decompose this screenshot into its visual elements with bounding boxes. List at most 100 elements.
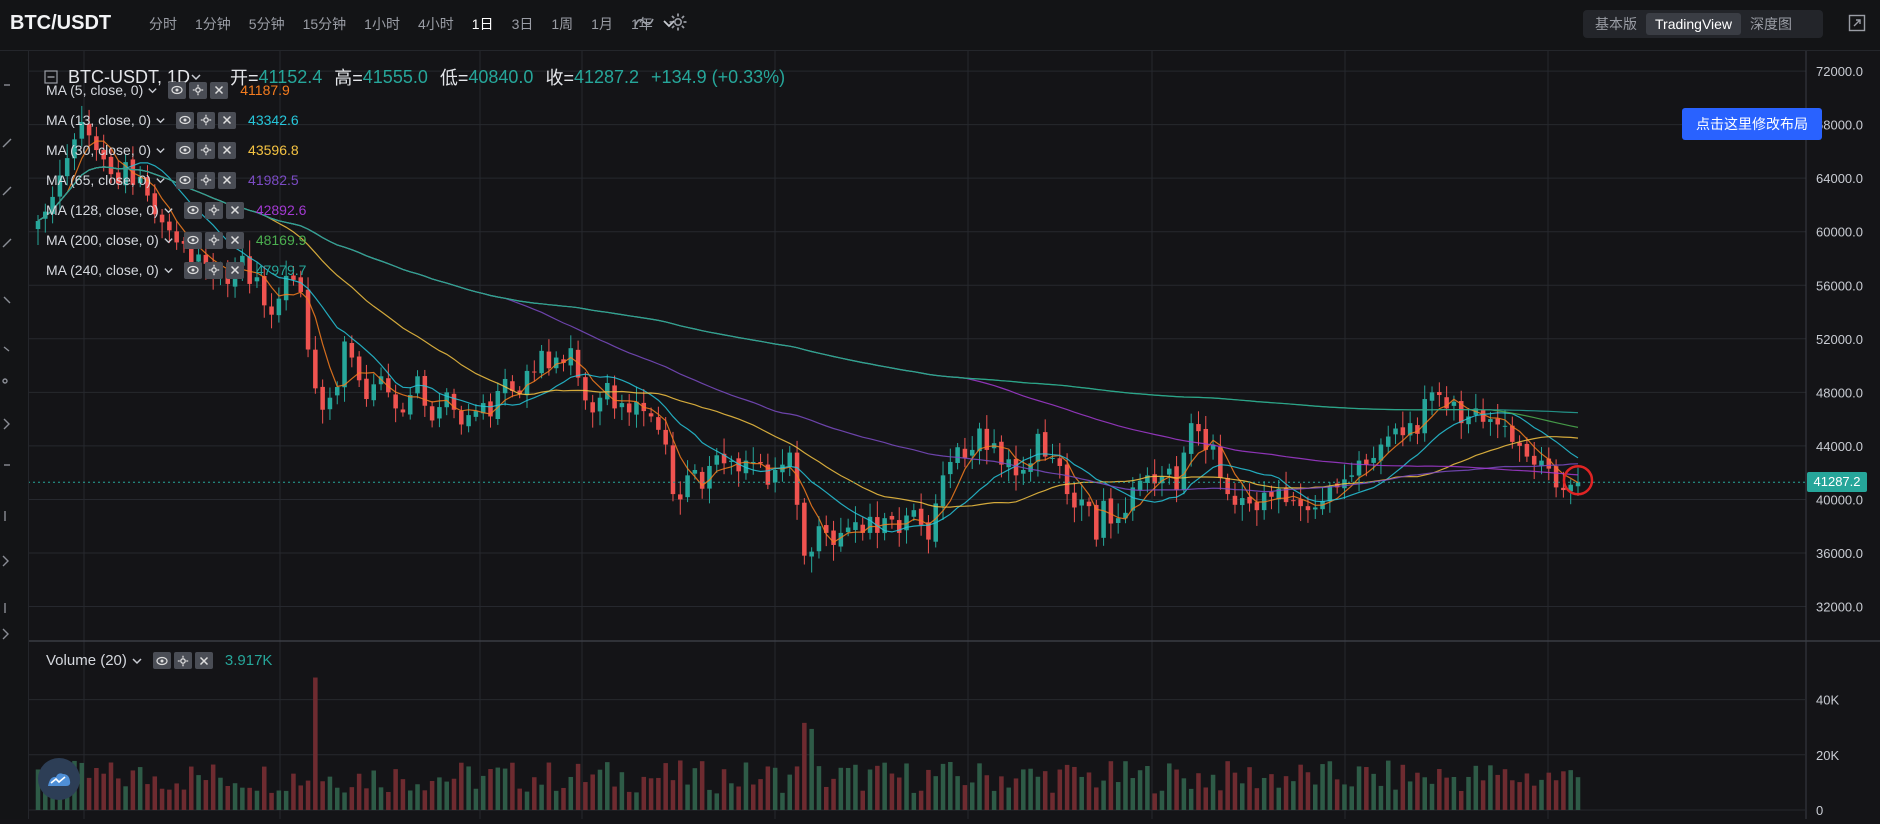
ma-label[interactable]: MA (13, close, 0): [46, 112, 152, 128]
wave-icon[interactable]: [634, 12, 654, 37]
volume-bar: [999, 776, 1004, 810]
volume-bar: [816, 766, 822, 810]
tradingview-logo[interactable]: [38, 758, 80, 800]
volume-bar: [1495, 774, 1500, 810]
chevron-down-icon[interactable]: [155, 175, 166, 186]
volume-bar: [539, 784, 544, 810]
volume-bar: [524, 791, 530, 810]
volume-bar: [962, 785, 968, 810]
pair-interval-label[interactable]: BTC-USDT, 1D: [68, 66, 191, 87]
volume-bar: [43, 783, 48, 810]
candle-body: [969, 449, 975, 456]
interval-tab[interactable]: 1月: [591, 16, 613, 32]
candle-body: [758, 462, 763, 464]
interval-tab[interactable]: 1周: [551, 16, 574, 32]
ma-legend-row[interactable]: MA (128, close, 0) 42892.6: [46, 199, 306, 221]
eye-icon[interactable]: [183, 231, 202, 249]
eye-icon[interactable]: [176, 171, 195, 189]
volume-bar: [386, 791, 391, 810]
close-icon[interactable]: [218, 111, 237, 129]
gear-icon[interactable]: [197, 171, 216, 189]
candle-body: [656, 417, 661, 430]
interval-tab[interactable]: 3日: [511, 16, 534, 32]
gear-icon[interactable]: [204, 201, 223, 219]
candle-body: [1028, 463, 1033, 472]
chevron-down-icon[interactable]: [155, 115, 166, 126]
interval-tab[interactable]: 1日: [471, 16, 494, 32]
candle-body: [510, 381, 515, 392]
view-tab-basic[interactable]: 基本版: [1595, 16, 1637, 32]
candle-body: [451, 393, 457, 410]
ma-label[interactable]: MA (240, close, 0): [46, 262, 159, 278]
ma-label[interactable]: MA (30, close, 0): [46, 142, 152, 158]
ma-legend-row[interactable]: MA (5, close, 0) 41187.9: [46, 79, 290, 101]
gear-icon[interactable]: [204, 261, 223, 279]
ma-label[interactable]: MA (200, close, 0): [46, 232, 159, 248]
close-value: 41287.2: [573, 66, 640, 87]
gear-icon[interactable]: [173, 652, 192, 669]
ma-legend-row[interactable]: MA (240, close, 0) 47979.7: [46, 259, 306, 281]
chevron-down-icon[interactable]: [163, 265, 174, 276]
volume-bar: [1203, 787, 1209, 810]
volume-bar: [101, 773, 106, 810]
close-icon[interactable]: [218, 141, 237, 159]
chevron-down-icon[interactable]: [163, 235, 174, 246]
interval-tab[interactable]: 分时: [149, 16, 177, 32]
ma-label[interactable]: MA (5, close, 0): [46, 82, 144, 98]
gear-icon[interactable]: [197, 111, 216, 129]
eye-icon[interactable]: [168, 81, 187, 99]
chevron-down-icon[interactable]: [147, 85, 158, 96]
volume-bar: [1378, 785, 1384, 810]
collapse-icon[interactable]: [44, 70, 58, 84]
ma-legend-row[interactable]: MA (13, close, 0) 43342.6: [46, 109, 299, 131]
volume-label[interactable]: Volume (20): [46, 652, 127, 669]
close-icon[interactable]: [225, 201, 244, 219]
interval-tab[interactable]: 1小时: [364, 16, 400, 32]
eye-icon[interactable]: [183, 261, 202, 279]
candle-body: [57, 175, 63, 197]
eye-icon[interactable]: [176, 111, 195, 129]
view-tab-tradingview[interactable]: TradingView: [1646, 13, 1742, 35]
interval-tab[interactable]: 1分钟: [195, 16, 231, 32]
gear-icon[interactable]: [668, 12, 688, 37]
close-icon[interactable]: [225, 231, 244, 249]
chevron-down-icon[interactable]: [163, 205, 174, 216]
ma-legend-row[interactable]: MA (65, close, 0) 41982.5: [46, 169, 299, 191]
gear-icon[interactable]: [204, 231, 223, 249]
close-icon[interactable]: [194, 652, 213, 669]
close-icon[interactable]: [225, 261, 244, 279]
view-tab-depth[interactable]: 深度图: [1750, 16, 1793, 32]
eye-icon[interactable]: [176, 141, 195, 159]
volume-bar: [1502, 769, 1508, 810]
ma-label[interactable]: MA (128, close, 0): [46, 202, 159, 218]
ma-legend-row[interactable]: MA (30, close, 0) 43596.8: [46, 139, 299, 161]
volume-bar: [1013, 778, 1019, 810]
interval-tab[interactable]: 15分钟: [302, 16, 347, 32]
interval-tab[interactable]: 4小时: [417, 16, 454, 32]
price-axis-label: 48000.0: [1816, 385, 1863, 400]
candle-body: [429, 406, 435, 421]
chevron-down-icon[interactable]: [131, 655, 143, 667]
interval-tab[interactable]: 5分钟: [248, 16, 285, 32]
close-icon[interactable]: [210, 81, 229, 99]
volume-bar: [714, 793, 720, 810]
volume-bar: [108, 762, 114, 810]
close-icon[interactable]: [218, 171, 237, 189]
volume-bar: [1305, 772, 1311, 810]
ma-legend-row[interactable]: MA (200, close, 0) 48169.9: [46, 229, 306, 251]
layout-tooltip[interactable]: 点击这里修改布局: [1682, 108, 1822, 140]
gear-icon[interactable]: [197, 141, 216, 159]
volume-bar: [750, 784, 756, 810]
volume-bar: [1181, 778, 1187, 810]
candle-body: [1101, 500, 1106, 538]
chevron-down-icon[interactable]: [155, 145, 166, 156]
ma-label[interactable]: MA (65, close, 0): [46, 172, 152, 188]
gear-icon[interactable]: [189, 81, 208, 99]
fullscreen-icon[interactable]: [1848, 14, 1866, 37]
volume-bar: [320, 781, 325, 810]
eye-icon[interactable]: [152, 652, 171, 669]
interval-tab[interactable]: 1年: [630, 16, 653, 32]
chevron-down-icon[interactable]: [190, 71, 202, 83]
eye-icon[interactable]: [183, 201, 202, 219]
